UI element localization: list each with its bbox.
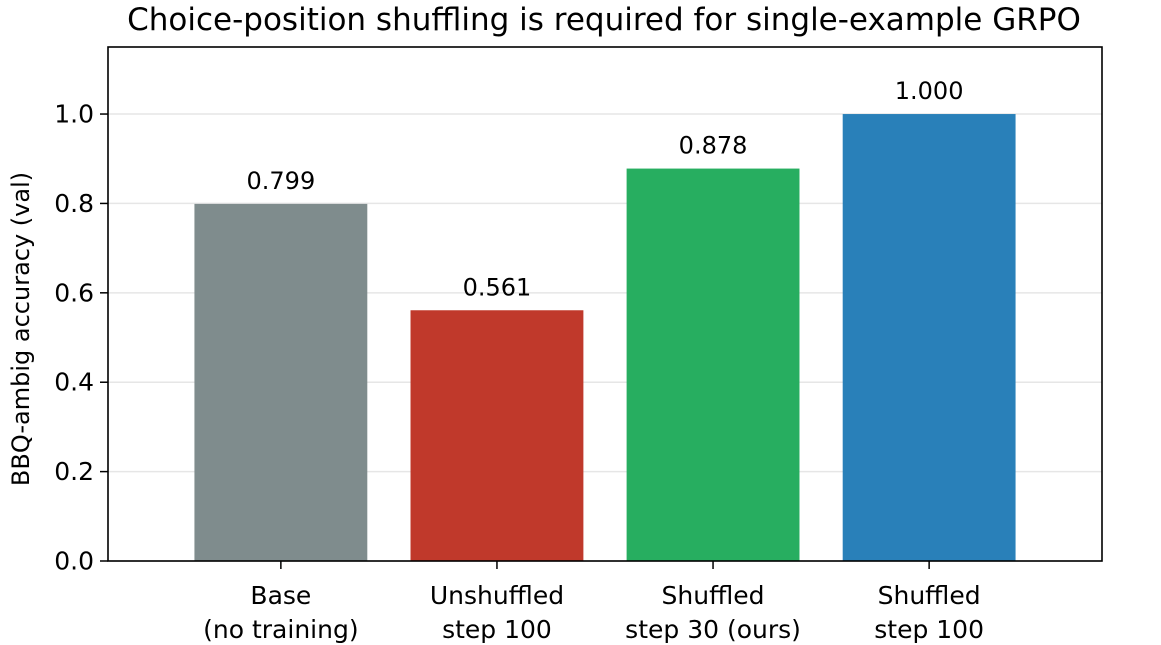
- y-tick-label: 0.4: [54, 368, 94, 397]
- bars: [194, 114, 1016, 561]
- y-axis-label: BBQ-ambig accuracy (val): [7, 172, 35, 486]
- data-labels: 0.799 0.561 0.878 1.000: [247, 77, 964, 301]
- chart-title: Choice-position shuffling is required fo…: [127, 2, 1081, 38]
- bar-value-label: 1.000: [895, 77, 964, 105]
- axes: 0.0 0.2 0.4 0.6 0.8 1.0 Base (no training) Unshu…: [54, 46, 1103, 644]
- bar: [410, 310, 584, 561]
- y-tick-label: 0.2: [54, 457, 94, 486]
- bar-value-label: 0.799: [247, 167, 316, 195]
- y-tick-label: 0.0: [54, 547, 94, 576]
- bar: [842, 114, 1016, 561]
- x-tick-label: Shuffled step 100: [874, 581, 984, 644]
- x-tick-label: Unshuffled step 100: [430, 581, 564, 644]
- bar: [194, 203, 368, 561]
- plot-frame: [107, 46, 1103, 562]
- y-tick-label: 0.6: [54, 278, 94, 307]
- bar: [626, 168, 800, 561]
- y-tick-label: 1.0: [54, 100, 94, 129]
- x-tick-label: Base (no training): [203, 581, 358, 644]
- bar-value-label: 0.878: [679, 132, 748, 160]
- x-tick-label: Shuffled step 30 (ours): [625, 581, 801, 644]
- bar-value-label: 0.561: [463, 273, 532, 301]
- y-tick-label: 0.8: [54, 189, 94, 218]
